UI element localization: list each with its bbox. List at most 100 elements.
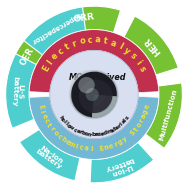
Text: S: S xyxy=(129,129,136,137)
Wedge shape xyxy=(124,16,178,75)
Text: Li-ion
battery: Li-ion battery xyxy=(104,156,136,177)
Text: s: s xyxy=(97,132,102,137)
Text: l: l xyxy=(62,119,67,125)
Text: g: g xyxy=(142,108,149,115)
Wedge shape xyxy=(92,96,117,117)
Text: a: a xyxy=(95,132,99,137)
Text: l: l xyxy=(46,58,55,66)
Text: o: o xyxy=(52,129,59,137)
Text: -: - xyxy=(90,132,93,137)
Circle shape xyxy=(79,79,90,91)
Text: e: e xyxy=(64,138,71,146)
Circle shape xyxy=(86,88,99,101)
Text: r: r xyxy=(138,118,145,124)
Text: E: E xyxy=(99,145,104,152)
Text: l: l xyxy=(90,146,93,152)
Text: m: m xyxy=(67,140,76,149)
Wedge shape xyxy=(90,142,154,183)
Text: h: h xyxy=(58,115,64,121)
Circle shape xyxy=(69,70,119,119)
Text: o: o xyxy=(135,122,143,129)
Text: l: l xyxy=(117,42,124,51)
Text: r: r xyxy=(71,39,78,48)
Text: g: g xyxy=(117,138,124,146)
Text: d: d xyxy=(102,130,108,136)
Circle shape xyxy=(70,71,118,118)
Text: s: s xyxy=(137,65,147,73)
Circle shape xyxy=(79,79,113,113)
Text: l: l xyxy=(123,118,128,122)
Text: o: o xyxy=(79,36,86,46)
Wedge shape xyxy=(71,72,117,117)
Text: a: a xyxy=(109,38,117,49)
Text: o: o xyxy=(59,117,66,123)
Text: MOF-derived: MOF-derived xyxy=(69,73,127,82)
Text: e: e xyxy=(108,143,114,150)
Text: Na-ion
battery: Na-ion battery xyxy=(34,144,66,171)
Text: a: a xyxy=(75,129,81,135)
Wedge shape xyxy=(29,96,159,159)
Wedge shape xyxy=(24,7,86,55)
Text: l: l xyxy=(39,110,45,114)
Text: E: E xyxy=(41,64,51,73)
Circle shape xyxy=(75,76,98,98)
Text: OER: OER xyxy=(19,46,36,67)
Text: e: e xyxy=(144,104,151,110)
Text: t: t xyxy=(45,122,52,128)
Text: i: i xyxy=(119,121,124,126)
Text: s: s xyxy=(124,115,130,121)
Text: o: o xyxy=(83,131,88,137)
Text: i: i xyxy=(75,143,79,149)
Text: r: r xyxy=(49,126,55,132)
Text: c: c xyxy=(87,36,93,45)
Text: c: c xyxy=(43,118,50,124)
Text: y: y xyxy=(121,136,128,143)
Text: r: r xyxy=(117,123,122,129)
Wedge shape xyxy=(20,129,80,181)
Text: n: n xyxy=(86,132,91,137)
Text: a: a xyxy=(95,35,101,45)
Circle shape xyxy=(50,50,138,139)
Text: c: c xyxy=(56,133,62,140)
Text: y: y xyxy=(122,46,132,56)
Text: i: i xyxy=(133,58,142,66)
Text: c: c xyxy=(79,144,84,151)
Text: Multifunction: Multifunction xyxy=(158,88,178,141)
Text: r: r xyxy=(78,130,83,136)
Text: t: t xyxy=(113,126,118,132)
Text: w: w xyxy=(67,124,74,131)
Text: e: e xyxy=(40,113,48,120)
Text: a: a xyxy=(140,113,148,120)
Text: a: a xyxy=(84,145,89,152)
Text: e: e xyxy=(100,131,105,137)
Text: t: t xyxy=(103,36,108,46)
Text: t: t xyxy=(133,126,139,132)
Wedge shape xyxy=(146,83,182,148)
Wedge shape xyxy=(29,30,159,93)
Text: e: e xyxy=(114,124,121,131)
Text: h: h xyxy=(59,136,67,143)
Text: r: r xyxy=(113,141,119,148)
Text: a: a xyxy=(121,119,127,125)
Wedge shape xyxy=(46,6,121,40)
Text: e: e xyxy=(50,51,60,61)
Text: n: n xyxy=(104,144,109,151)
Text: t: t xyxy=(64,42,71,52)
Text: b: b xyxy=(92,132,96,137)
Text: E: E xyxy=(37,104,44,110)
Text: s: s xyxy=(128,51,138,61)
Text: Supercapacitor: Supercapacitor xyxy=(30,12,82,45)
Text: c: c xyxy=(56,46,66,56)
Wedge shape xyxy=(8,29,50,81)
Text: ORR: ORR xyxy=(73,13,95,24)
Text: o: o xyxy=(65,123,72,129)
Text: Li-S
battery: Li-S battery xyxy=(11,76,24,107)
Text: a: a xyxy=(110,127,116,133)
Text: m: m xyxy=(106,128,114,135)
Wedge shape xyxy=(6,54,36,128)
Text: l: l xyxy=(64,121,69,126)
Text: b: b xyxy=(80,130,86,136)
Text: c: c xyxy=(73,127,78,133)
Circle shape xyxy=(70,70,107,108)
Text: HER: HER xyxy=(143,34,163,56)
